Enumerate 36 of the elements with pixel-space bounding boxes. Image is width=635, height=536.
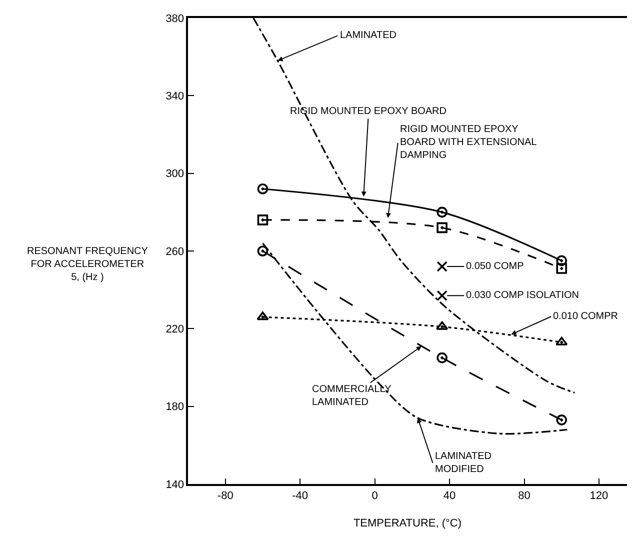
point [436, 352, 448, 364]
point [257, 214, 268, 226]
point [556, 263, 568, 274]
point [436, 261, 448, 272]
point [257, 246, 268, 256]
x-tick-label: 40 [443, 490, 456, 502]
point [556, 255, 568, 266]
annotation: LAMINATED MODIFIED [435, 451, 492, 475]
point [256, 312, 269, 320]
y-tick-label: 380 [166, 12, 184, 25]
point [556, 336, 568, 346]
annotation: RIGID MOUNTED EPOXY BOARD [290, 106, 447, 117]
y-axis-title: RESONANT FREQUENCY FOR ACCELEROMETER 5, (Hz ) [27, 246, 148, 283]
annotation: 0.010 COMPR [553, 311, 618, 322]
point [436, 290, 448, 302]
point [556, 414, 568, 426]
y-tick-label: 300 [166, 168, 184, 180]
x-tick-label: -80 [217, 490, 234, 502]
x-tick-label: 80 [518, 490, 530, 502]
x-tick-label: 120 [590, 490, 608, 502]
point [436, 222, 448, 234]
annotation: 0.050 COMP [466, 261, 524, 272]
y-tick-label: 140 [166, 478, 184, 491]
annotation: RIGID MOUNTED EPOXY BOARD WITH EXTENSIONAL DAMPING [400, 124, 538, 161]
x-tick-label: 0 [372, 490, 378, 502]
annotation: 0.030 COMP ISOLATION [466, 290, 580, 301]
annotation: LAMINATED [340, 30, 396, 41]
annotation: COMMERCIALLY LAMINATED [312, 384, 392, 408]
point [257, 183, 268, 194]
y-tick-label: 220 [166, 324, 184, 336]
x-axis-title: TEMPERATURE, (°C) [353, 518, 462, 530]
y-tick-label: 340 [166, 90, 184, 103]
y-tick-label: 260 [166, 246, 184, 258]
y-tick-label: 180 [166, 401, 184, 414]
x-tick-label: -40 [292, 490, 308, 502]
point [436, 206, 448, 218]
